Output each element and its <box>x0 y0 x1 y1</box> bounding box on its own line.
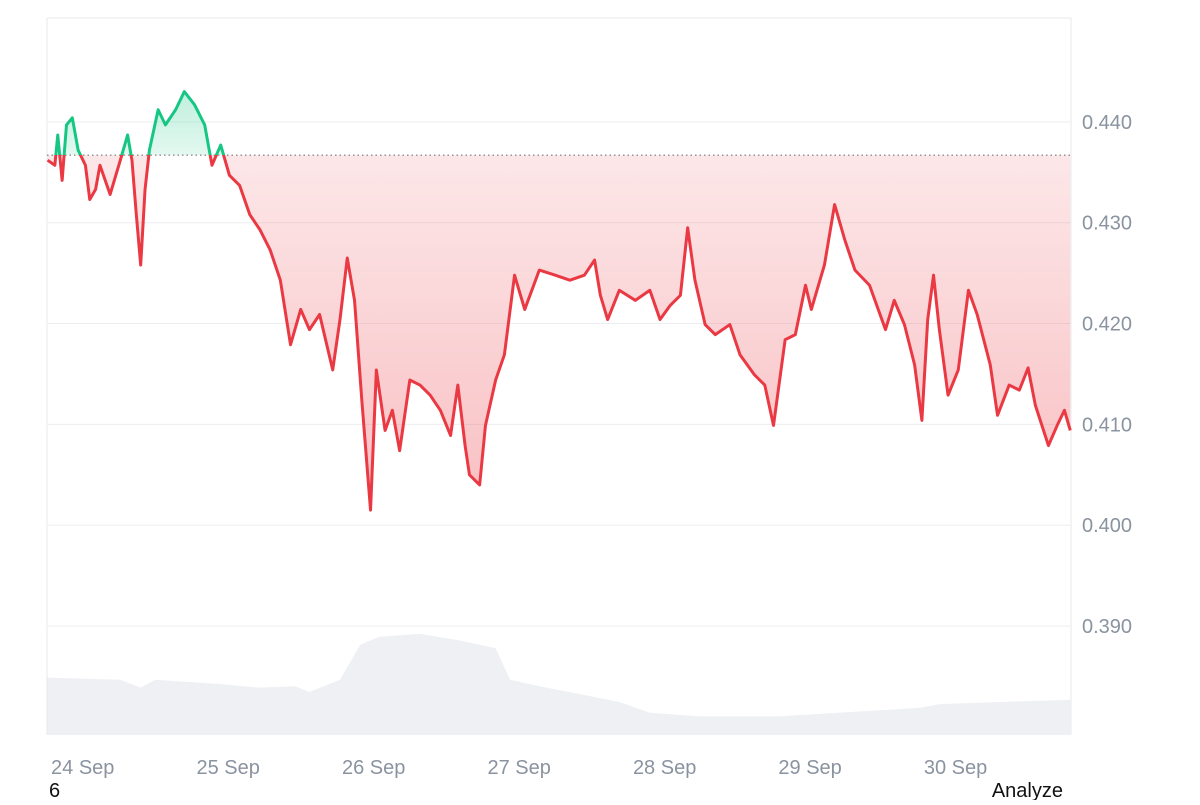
price-line <box>46 90 1072 512</box>
volume-area <box>47 633 1071 735</box>
x-tick-label: 27 Sep <box>487 757 550 779</box>
y-tick-label: 0.430 <box>1082 213 1132 235</box>
x-tick-label: 30 Sep <box>924 757 987 779</box>
x-tick-label: 29 Sep <box>778 757 841 779</box>
x-tick-label: 24 Sep <box>51 757 114 779</box>
y-tick-label: 0.390 <box>1082 616 1132 638</box>
price-area <box>47 91 1071 511</box>
x-tick-label: 26 Sep <box>342 757 405 779</box>
y-tick-label: 0.420 <box>1082 314 1132 336</box>
y-tick-label: 0.410 <box>1082 414 1132 436</box>
y-tick-label: 0.440 <box>1082 112 1132 134</box>
footer-left: 6 <box>49 780 60 800</box>
footer-right[interactable]: Analyze <box>992 780 1063 802</box>
y-tick-label: 0.400 <box>1082 515 1132 537</box>
x-tick-label: 25 Sep <box>197 757 260 779</box>
x-tick-label: 28 Sep <box>633 757 696 779</box>
